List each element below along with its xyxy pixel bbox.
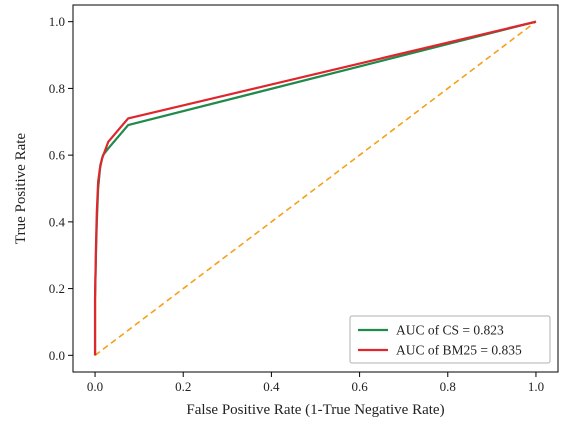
x-axis-label: False Positive Rate (1-True Negative Rat… (186, 402, 444, 418)
x-tick-label: 0.8 (440, 379, 456, 394)
legend-box (349, 315, 551, 364)
legend: AUC of CS = 0.823 AUC of BM25 = 0.835 (349, 315, 551, 364)
x-tick-label: 0.2 (175, 379, 191, 394)
y-tick-label: 0.0 (49, 348, 65, 363)
x-tick-label: 0.4 (263, 379, 280, 394)
plot-frame (72, 4, 559, 373)
x-tick-label: 0.0 (87, 379, 103, 394)
series-layer (93, 20, 537, 356)
y-tick-label: 0.2 (49, 281, 65, 296)
y-tick-label: 0.8 (49, 81, 65, 96)
x-tick-label: 0.6 (351, 379, 368, 394)
series-line-bm25 (93, 20, 537, 356)
y-tick-label: 0.4 (49, 214, 66, 229)
legend-label-cs: AUC of CS = 0.823 (396, 323, 504, 338)
diagonal-reference-line (94, 21, 537, 356)
ticks-layer: 0.0 0.2 0.4 0.6 0.8 1.0 0.0 0.2 0.4 0.6 0.8 1.0 (49, 14, 544, 394)
x-tick-label: 1.0 (528, 379, 544, 394)
y-tick-label: 1.0 (49, 14, 65, 29)
y-tick-label: 0.6 (49, 148, 66, 163)
y-axis-label: True Positive Rate (13, 133, 29, 244)
legend-label-bm25: AUC of BM25 = 0.835 (396, 343, 522, 358)
